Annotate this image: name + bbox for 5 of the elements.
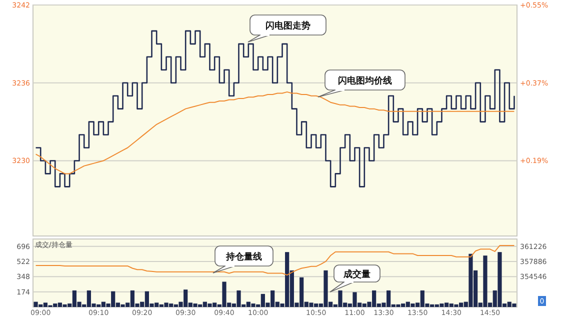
annotation: 成交量: [342, 268, 370, 280]
line-series: [35, 91, 515, 174]
annotation: 持仓量线: [225, 251, 262, 262]
annotation: 闪电图走势: [266, 20, 310, 32]
annotation: 闪电图均价线: [338, 75, 392, 86]
